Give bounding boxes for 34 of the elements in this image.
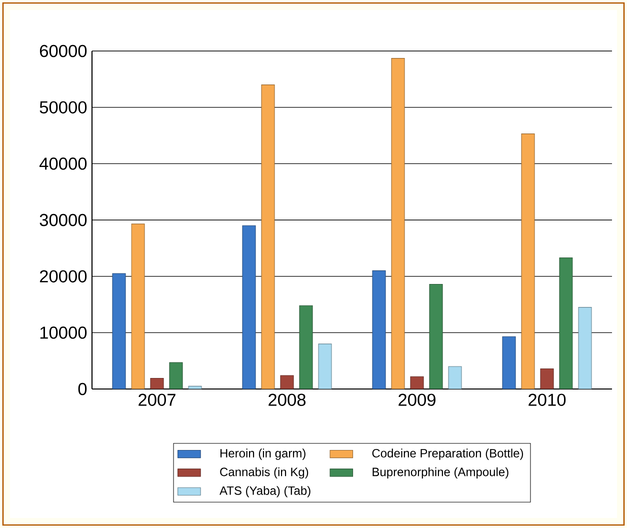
bar <box>559 257 573 389</box>
bar <box>169 362 183 389</box>
y-tick-label: 30000 <box>40 214 87 226</box>
x-tick-label: 2009 <box>398 394 436 406</box>
bar <box>131 224 145 389</box>
bar <box>578 307 592 389</box>
legend-label: ATS (Yaba) (Tab) <box>220 486 310 498</box>
x-tick-label: 2007 <box>138 394 176 406</box>
y-tick-label: 10000 <box>40 326 87 339</box>
bar <box>112 273 126 389</box>
legend-label: Cannabis (in Kg) <box>220 467 308 479</box>
y-tick-label: 20000 <box>40 270 87 282</box>
legend-label: Heroin (in garm) <box>220 448 306 460</box>
bar <box>502 336 516 389</box>
bar <box>318 344 332 389</box>
x-tick-label: 2010 <box>528 394 566 406</box>
bar <box>521 134 535 389</box>
x-tick-label: 2008 <box>268 394 306 406</box>
y-tick-label: 60000 <box>40 44 87 58</box>
bar <box>261 84 275 389</box>
y-tick-label: 40000 <box>39 158 87 170</box>
bar <box>429 284 443 389</box>
bar <box>391 58 405 389</box>
bar <box>150 378 164 389</box>
y-tick-label: 0 <box>78 382 87 396</box>
bar <box>372 270 386 389</box>
bar <box>242 225 256 389</box>
bar <box>299 305 313 389</box>
y-tick-label: 50000 <box>40 101 87 114</box>
bar <box>280 375 294 389</box>
bar <box>410 376 424 389</box>
bar <box>540 368 554 389</box>
legend-label: Buprenorphine (Ampoule) <box>372 467 508 479</box>
legend-label: Codeine Preparation (Bottle) <box>372 448 524 460</box>
